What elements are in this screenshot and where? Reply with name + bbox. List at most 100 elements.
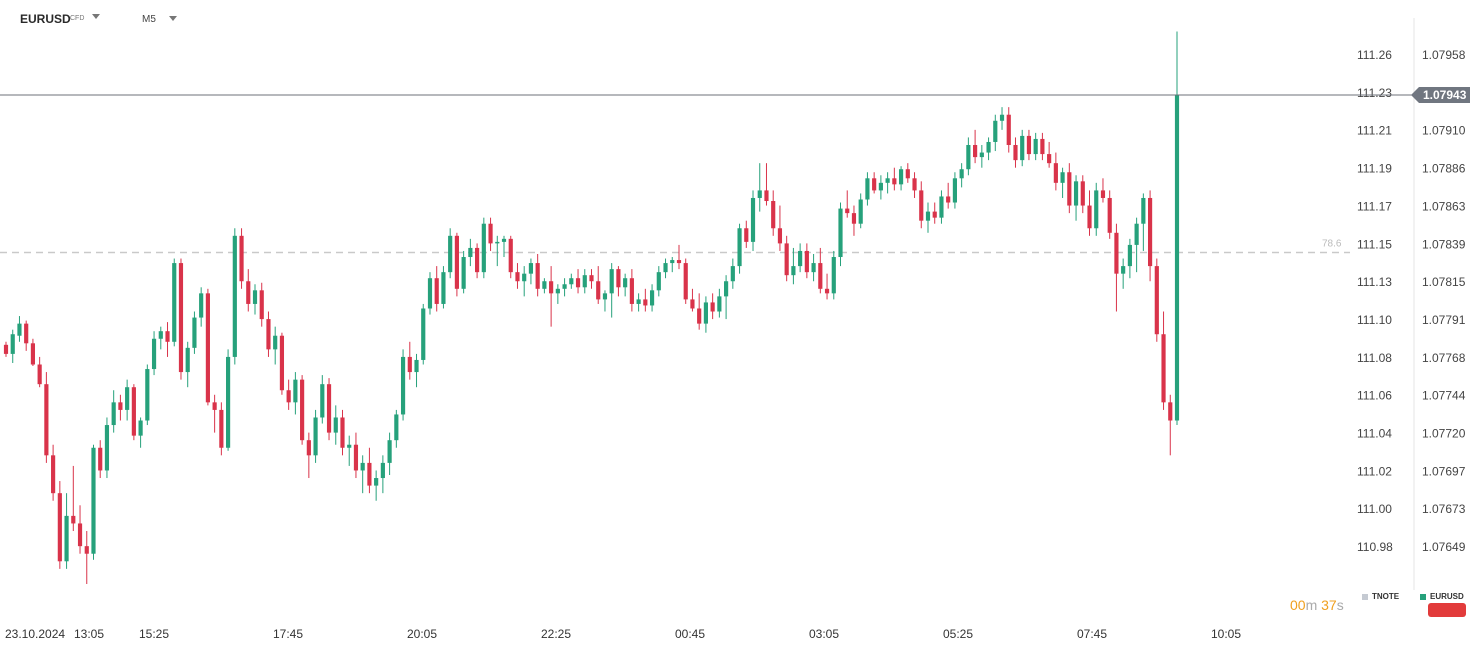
symbol-label[interactable]: EURUSD — [20, 12, 71, 26]
x-tick-label: 00:45 — [675, 627, 705, 641]
candle-body — [959, 169, 964, 179]
timeframe-label[interactable]: M5 — [142, 14, 156, 25]
y-tick-right: 1.07744 — [1422, 389, 1466, 403]
candle-body — [569, 278, 574, 285]
y-tick-right: 1.07886 — [1422, 162, 1466, 176]
candle-body — [1020, 135, 1025, 161]
candle-body — [306, 440, 311, 456]
candle-body — [575, 278, 581, 288]
candle-body — [64, 515, 69, 562]
candle-body — [858, 199, 863, 224]
timer-seconds: 37 — [1321, 597, 1337, 613]
candle-body — [488, 223, 493, 244]
candle-body — [380, 462, 385, 479]
candle-body — [24, 323, 29, 344]
candle-body — [636, 299, 641, 304]
candle-body — [851, 213, 857, 224]
candle-body — [165, 331, 170, 342]
candle-body — [744, 228, 749, 242]
candle-body — [259, 290, 264, 320]
candle-body — [145, 369, 150, 421]
candle-body — [333, 417, 338, 433]
candle-body — [609, 269, 614, 294]
x-tick-label: 22:25 — [541, 627, 571, 641]
candle-body — [427, 278, 433, 309]
candle-body — [199, 293, 204, 318]
y-tick-left: 111.02 — [1357, 464, 1392, 478]
candle-body — [1087, 205, 1092, 229]
sell-indicator-badge[interactable] — [1428, 603, 1466, 617]
candle-body — [582, 275, 587, 288]
candle-body — [818, 263, 823, 289]
candle-body — [932, 211, 937, 218]
candle-body — [1174, 95, 1180, 421]
candle-body — [649, 290, 655, 306]
candle-body — [239, 235, 244, 282]
candle-body — [205, 293, 210, 403]
candle-body — [831, 257, 836, 294]
candle-body — [353, 444, 359, 471]
symbol-dropdown-chevron-icon[interactable] — [92, 14, 100, 19]
y-tick-right: 1.07720 — [1422, 427, 1466, 441]
candle-countdown-timer: 00m 37s — [1290, 597, 1344, 613]
legend-item-tnote[interactable]: TNOTE — [1362, 592, 1399, 601]
y-tick-left: 111.00 — [1357, 502, 1392, 516]
candle-body — [360, 462, 365, 471]
candle-body — [501, 238, 507, 242]
candle-body — [986, 141, 991, 153]
candle-body — [434, 278, 439, 304]
candle-body — [1013, 144, 1018, 161]
candle-body — [602, 293, 608, 300]
candle-body — [1121, 266, 1126, 274]
candle-body — [784, 243, 789, 276]
candle-body — [562, 284, 567, 289]
legend-swatch-eurusd — [1420, 593, 1426, 600]
legend-swatch-tnote — [1362, 593, 1368, 600]
y-tick-left: 111.19 — [1357, 162, 1392, 176]
candle-body — [293, 379, 298, 403]
candle-body — [542, 281, 547, 289]
candle-body — [555, 288, 560, 294]
y-tick-left: 111.23 — [1357, 86, 1392, 100]
candle-body — [777, 228, 783, 244]
candle-body — [1100, 190, 1106, 198]
timeframe-dropdown-chevron-icon[interactable] — [169, 16, 177, 21]
current-price-label: 1.07943 — [1423, 88, 1467, 102]
legend-item-eurusd[interactable]: EURUSD — [1420, 592, 1464, 601]
candle-body — [1134, 223, 1139, 245]
y-tick-left: 111.08 — [1357, 351, 1392, 365]
candle-body — [724, 281, 729, 297]
candle-body — [125, 387, 130, 410]
candle-body — [912, 178, 917, 191]
candle-body — [326, 384, 332, 433]
candle-body — [535, 263, 540, 289]
candle-body — [407, 356, 412, 373]
candle-body — [952, 178, 958, 203]
candle-body — [279, 335, 285, 391]
candle-body — [1114, 232, 1119, 274]
x-tick-label: 15:25 — [139, 627, 169, 641]
x-tick-label: 03:05 — [809, 627, 839, 641]
y-tick-right: 1.07768 — [1422, 351, 1466, 365]
current-price-tag — [1411, 87, 1470, 104]
candle-body — [845, 208, 850, 214]
candle-body — [596, 281, 601, 300]
y-tick-right: 1.07815 — [1422, 275, 1466, 289]
y-tick-left: 111.26 — [1357, 48, 1392, 62]
candle-body — [865, 178, 870, 200]
candle-body — [461, 257, 466, 289]
candle-body — [1067, 172, 1072, 206]
candle-body — [838, 208, 843, 258]
candle-body — [791, 266, 796, 276]
candle-body — [549, 281, 554, 294]
y-tick-right: 1.07697 — [1422, 464, 1466, 478]
candle-body — [252, 290, 258, 304]
candle-body — [878, 182, 883, 191]
candle-body — [414, 359, 419, 373]
candle-body — [616, 269, 621, 288]
y-tick-left: 111.06 — [1357, 389, 1392, 403]
candle-body — [3, 344, 9, 354]
candle-body — [737, 228, 742, 267]
candle-body — [872, 178, 877, 191]
